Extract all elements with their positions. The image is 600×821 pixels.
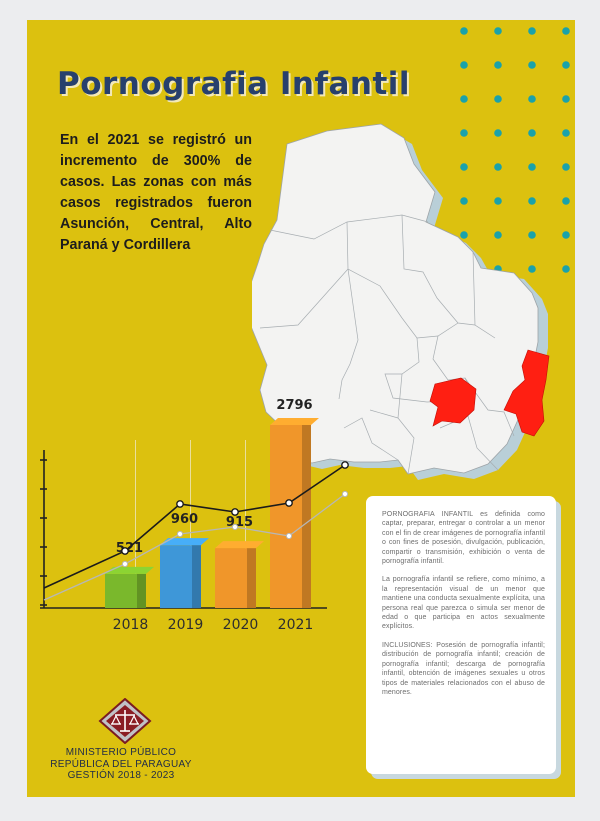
trend-marker-light bbox=[176, 530, 184, 538]
decor-dot bbox=[562, 197, 570, 205]
department-borders bbox=[259, 214, 515, 475]
info-card: PORNOGRAFIA INFANTIL es definida como ca… bbox=[366, 496, 556, 774]
decor-dot bbox=[460, 197, 468, 205]
trend-line-light bbox=[43, 493, 346, 601]
highlight-region-alto-parana bbox=[503, 349, 550, 437]
bar-top bbox=[270, 418, 319, 425]
org-line-1: MINISTERIO PÚBLICO bbox=[65, 747, 177, 758]
paraguay-map bbox=[252, 123, 550, 480]
definition-text: PORNOGRAFIA INFANTIL es definida como ca… bbox=[382, 511, 545, 566]
trend-marker-light bbox=[231, 523, 239, 531]
x-label-2019: 2019 bbox=[168, 617, 204, 630]
value-label-2019: 960 bbox=[171, 512, 198, 527]
decor-dot bbox=[460, 231, 468, 239]
bar-side bbox=[247, 548, 256, 608]
intro-text: En el 2021 se registró un incremento de … bbox=[60, 132, 252, 253]
bar-top bbox=[105, 566, 154, 574]
highlight-region-central bbox=[429, 377, 477, 427]
decor-dot bbox=[494, 163, 502, 171]
decor-dot bbox=[528, 129, 536, 137]
decor-dot bbox=[494, 197, 502, 205]
trend-marker bbox=[341, 461, 349, 469]
trend-marker-light bbox=[121, 560, 129, 568]
trend-marker bbox=[121, 547, 129, 555]
trend-marker-light bbox=[285, 532, 293, 540]
bar-top bbox=[215, 541, 264, 549]
decor-dot bbox=[494, 27, 502, 35]
decor-dot bbox=[460, 27, 468, 35]
decor-dot bbox=[528, 231, 536, 239]
inclusions-text: INCLUSIONES: Posesión de pornografía inf… bbox=[382, 641, 545, 696]
decor-dot bbox=[460, 129, 468, 137]
trend-marker-light bbox=[341, 490, 349, 498]
x-label-2020: 2020 bbox=[223, 617, 259, 630]
trend-marker bbox=[176, 500, 184, 508]
decor-dot bbox=[528, 27, 536, 35]
bar-side bbox=[137, 573, 146, 608]
trend-marker bbox=[285, 499, 293, 507]
decor-dot bbox=[562, 231, 570, 239]
decor-dot bbox=[562, 95, 570, 103]
x-label-2018: 2018 bbox=[113, 617, 149, 630]
decor-dot bbox=[528, 265, 536, 273]
infographic-poster: Pornografia Infantil En el 2021 se regis… bbox=[27, 20, 575, 797]
decor-dot bbox=[562, 163, 570, 171]
decor-dot bbox=[460, 61, 468, 69]
decor-dot bbox=[494, 95, 502, 103]
x-label-2021: 2021 bbox=[278, 617, 314, 630]
decor-dot bbox=[460, 163, 468, 171]
decor-dot bbox=[562, 265, 570, 273]
decor-dot bbox=[528, 95, 536, 103]
bar-side bbox=[192, 545, 201, 608]
poster-title: Pornografia Infantil bbox=[57, 66, 411, 102]
bar-side bbox=[302, 425, 311, 608]
org-line-2: REPÚBLICA DEL PARAGUAY bbox=[50, 758, 192, 770]
value-label-2021: 2796 bbox=[276, 398, 312, 413]
decor-dot bbox=[460, 95, 468, 103]
decor-dot bbox=[494, 231, 502, 239]
decor-dot bbox=[528, 163, 536, 171]
trend-line bbox=[43, 464, 346, 589]
decor-dot bbox=[494, 129, 502, 137]
representation-text: La pornografía infantil se refiere, como… bbox=[382, 576, 545, 631]
decor-dot bbox=[562, 129, 570, 137]
decor-dot bbox=[528, 61, 536, 69]
scales-of-justice-logo-icon bbox=[98, 698, 152, 744]
decor-dot bbox=[562, 27, 570, 35]
trend-marker bbox=[231, 508, 239, 516]
org-line-3: GESTIÓN 2018 - 2023 bbox=[67, 770, 175, 781]
decor-dot bbox=[562, 61, 570, 69]
decor-dot bbox=[528, 197, 536, 205]
decor-dot bbox=[494, 61, 502, 69]
organization-name: MINISTERIO PÚBLICO REPÚBLICA DEL PARAGUA… bbox=[41, 747, 201, 782]
bar-top bbox=[160, 538, 209, 546]
